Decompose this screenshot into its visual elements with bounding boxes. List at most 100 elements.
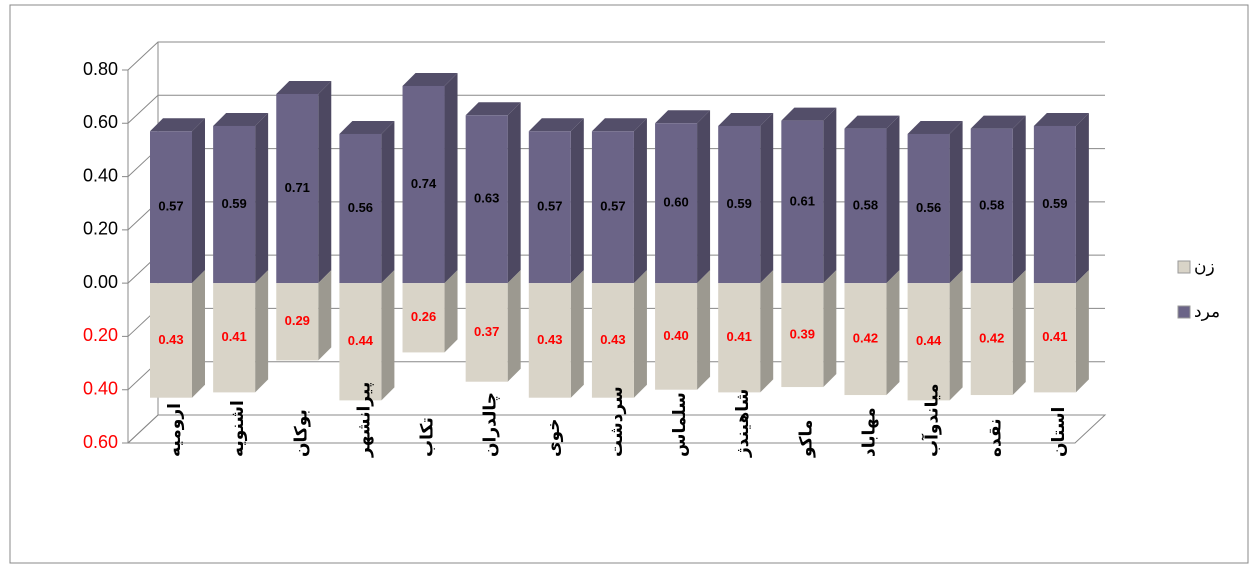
bar	[591, 283, 634, 398]
bar	[718, 125, 761, 284]
value-label: 0.41	[221, 329, 246, 344]
bar-side	[381, 270, 395, 401]
bar-side	[886, 115, 900, 284]
value-label: 0.41	[1042, 329, 1067, 344]
bar	[150, 131, 192, 284]
x-tick-label: نقده	[986, 419, 1006, 457]
y-tick-label: 0.20	[83, 325, 118, 345]
legend-swatch	[1177, 305, 1191, 319]
bar-side	[1075, 112, 1089, 284]
bar-side	[444, 270, 458, 353]
bar-side	[255, 112, 269, 284]
bar	[465, 115, 508, 284]
bar	[213, 125, 256, 284]
bar	[402, 283, 445, 353]
value-label: 0.71	[285, 180, 310, 195]
x-tick-label: ارومیه	[165, 403, 185, 457]
value-label: 0.44	[348, 333, 374, 348]
bar-side	[697, 110, 711, 284]
value-label: 0.58	[979, 197, 1004, 212]
x-tick-label: سردشت	[607, 386, 627, 457]
x-tick-label: مهاباد	[859, 407, 879, 457]
x-tick-label: خوی	[544, 419, 564, 458]
bar-side	[507, 270, 521, 382]
bar-top	[781, 107, 837, 121]
bar-side	[1012, 115, 1026, 284]
bar-top	[465, 102, 521, 116]
bar-top	[970, 115, 1026, 129]
value-label: 0.60	[663, 195, 688, 210]
bar-top	[844, 115, 900, 129]
legend-swatch	[1177, 260, 1191, 274]
legend-label: مرد	[1194, 302, 1220, 322]
value-label: 0.58	[853, 197, 878, 212]
bar	[1033, 283, 1076, 393]
value-label: 0.26	[411, 309, 436, 324]
bar-side	[886, 270, 900, 396]
bar	[844, 283, 887, 396]
x-tick-label: استان	[1049, 407, 1069, 457]
bar	[970, 283, 1013, 396]
bar-top	[591, 118, 647, 132]
legend-label: زن	[1194, 257, 1215, 277]
y-tick-label: 0.20	[83, 219, 118, 239]
value-label: 0.59	[1042, 196, 1067, 211]
value-label: 0.42	[853, 331, 878, 346]
bar	[213, 283, 256, 393]
bar	[655, 283, 698, 390]
bar-side	[823, 270, 837, 388]
bar-side	[318, 80, 332, 284]
bar	[844, 128, 887, 284]
bar	[528, 131, 571, 284]
value-label: 0.57	[158, 199, 183, 214]
bar	[781, 283, 824, 388]
bar-side	[570, 270, 584, 398]
bar-top	[276, 80, 332, 94]
bar-top	[339, 120, 395, 134]
bar-side	[570, 118, 584, 284]
x-tick-label: تکاب	[418, 417, 438, 457]
bar	[276, 93, 319, 284]
bar-side	[444, 72, 458, 284]
bar	[402, 85, 445, 284]
bar-top	[528, 118, 584, 132]
x-tick-label: پیرانشهر	[354, 382, 374, 458]
x-tick-label: ماکو	[796, 420, 816, 458]
bar-side	[192, 270, 205, 398]
bar-side	[1012, 270, 1026, 396]
bar-side	[255, 270, 269, 393]
bar-side	[633, 118, 647, 284]
bar-top	[213, 112, 269, 126]
y-tick-label: 0.00	[83, 272, 118, 292]
bar	[781, 120, 824, 284]
bar	[907, 133, 950, 284]
bar	[1033, 125, 1076, 284]
value-label: 0.29	[285, 313, 310, 328]
value-label: 0.43	[537, 332, 562, 347]
bar-side	[760, 270, 774, 393]
bar-top	[655, 110, 711, 124]
y-tick-label: 0.40	[83, 378, 118, 398]
bar	[591, 131, 634, 284]
bar-top	[907, 120, 963, 134]
x-tick-label: چالدران	[481, 392, 501, 457]
value-label: 0.56	[348, 200, 373, 215]
bar-top	[1033, 112, 1089, 126]
value-label: 0.44	[916, 333, 942, 348]
x-tick-label: شاهیندژ	[733, 389, 753, 458]
bar-side	[192, 118, 205, 284]
x-tick-label: بوکان	[291, 409, 311, 457]
value-label: 0.37	[474, 324, 499, 339]
bar-side	[381, 120, 395, 284]
grid-line	[122, 41, 1105, 71]
value-label: 0.59	[221, 196, 246, 211]
bar-side	[318, 270, 332, 361]
bar-top	[718, 112, 774, 126]
bar-side	[1075, 270, 1089, 393]
value-label: 0.59	[727, 196, 752, 211]
bar	[276, 283, 319, 361]
value-label: 0.43	[600, 332, 625, 347]
bar-side	[949, 120, 963, 284]
y-tick-label: 0.80	[83, 59, 118, 79]
